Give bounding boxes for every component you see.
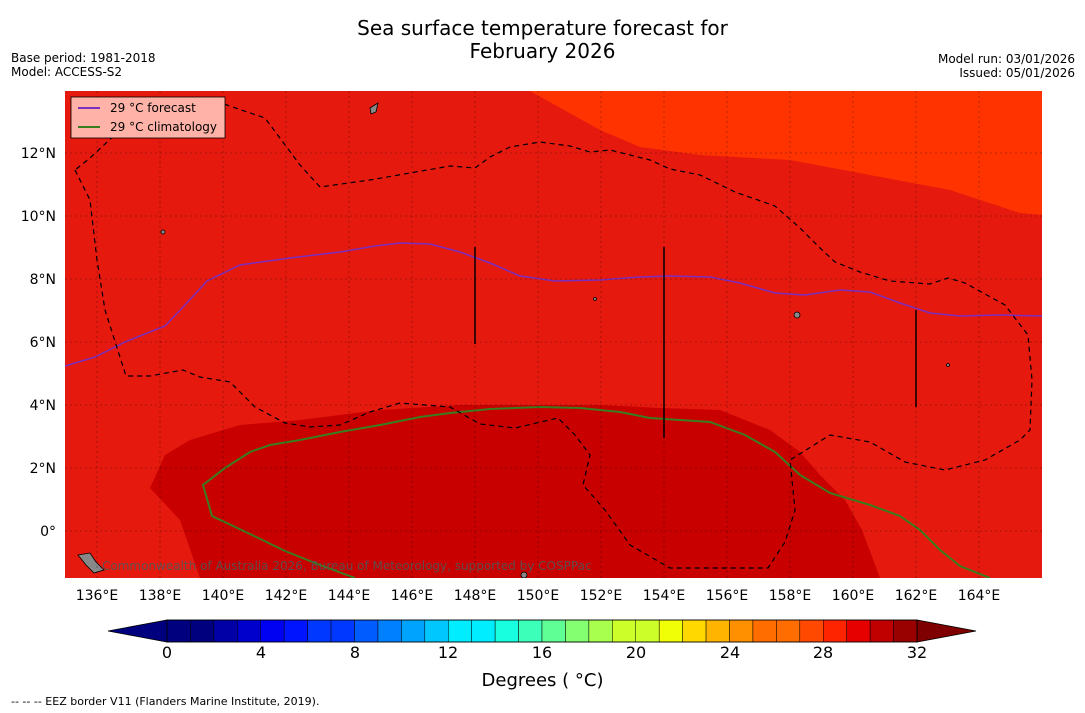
lat-tick: 12°N <box>21 146 56 162</box>
colorbar-tick: 8 <box>350 643 360 662</box>
colorbar <box>107 619 977 643</box>
colorbar-tick: 12 <box>438 643 458 662</box>
colorbar-tick: 24 <box>720 643 740 662</box>
legend-label-forecast: 29 °C forecast <box>110 101 196 115</box>
colorbar-label: Degrees ( °C) <box>481 670 604 691</box>
colorbar-cell <box>588 619 613 643</box>
colorbar-tick: 0 <box>162 643 172 662</box>
lat-tick: 6°N <box>30 335 56 351</box>
lon-tick: 162°E <box>895 588 938 604</box>
colorbar-cell <box>166 619 191 643</box>
islands <box>77 102 950 578</box>
colorbar-tick: 4 <box>256 643 266 662</box>
grid-lines <box>65 91 1042 578</box>
colorbar-tick: 32 <box>907 643 927 662</box>
lon-tick: 160°E <box>832 588 875 604</box>
colorbar-cell <box>471 619 496 643</box>
temp-region-27-28 <box>530 91 1042 215</box>
colorbar-cell <box>283 619 308 643</box>
lon-tick: 154°E <box>643 588 686 604</box>
colorbar-cell <box>752 619 777 643</box>
colorbar-cell <box>494 619 519 643</box>
lon-tick: 158°E <box>769 588 812 604</box>
eez-borders <box>74 100 1033 569</box>
forecast-29c-contour <box>65 242 1042 367</box>
colorbar-cell <box>541 619 566 643</box>
model-run: Model run: 03/01/2026 <box>937 52 1075 66</box>
issued-date: Issued: 05/01/2026 <box>959 66 1075 80</box>
colorbar-cell <box>658 619 683 643</box>
colorbar-cell <box>799 619 824 643</box>
lon-tick: 138°E <box>139 588 182 604</box>
map-attribution: Commonwealth of Australia 2026, Bureau o… <box>102 559 592 573</box>
colorbar-cell <box>237 619 261 643</box>
colorbar-tick: 16 <box>532 643 552 662</box>
colorbar-cell <box>823 619 847 643</box>
colorbar-cell <box>612 619 636 643</box>
colorbar-cell <box>448 619 472 643</box>
map-fill <box>65 91 1042 578</box>
colorbar-cell <box>401 619 426 643</box>
colorbar-cell <box>424 619 449 643</box>
lon-tick: 148°E <box>454 588 497 604</box>
colorbar-cell <box>893 619 918 643</box>
colorbar-ticks: 0 4 8 12 16 20 24 28 32 <box>162 643 927 662</box>
colorbar-tick: 20 <box>626 643 646 662</box>
lat-tick: 0° <box>40 524 56 540</box>
colorbar-cell <box>635 619 660 643</box>
lon-tick: 156°E <box>706 588 749 604</box>
lon-tick: 144°E <box>328 588 371 604</box>
colorbar-cell <box>330 619 355 643</box>
colorbar-cell <box>776 619 801 643</box>
colorbar-cell <box>682 619 707 643</box>
base-period: Base period: 1981-2018 <box>11 51 156 65</box>
lat-tick: 10°N <box>21 209 56 225</box>
map-vertical-lines <box>474 247 917 438</box>
temp-region-29-30 <box>150 405 880 578</box>
colorbar-min-arrow <box>107 619 168 643</box>
lat-tick: 2°N <box>30 461 56 477</box>
lon-tick: 146°E <box>391 588 434 604</box>
colorbar-cell <box>190 619 215 643</box>
colorbar-tick: 28 <box>813 643 833 662</box>
latitude-ticks: 12°N 10°N 8°N 6°N 4°N 2°N 0° <box>21 146 56 540</box>
lat-tick: 4°N <box>30 398 56 414</box>
colorbar-cell <box>518 619 543 643</box>
lon-tick: 140°E <box>202 588 245 604</box>
lon-tick: 152°E <box>580 588 623 604</box>
lon-tick: 150°E <box>517 588 560 604</box>
colorbar-cell <box>307 619 332 643</box>
colorbar-cell <box>729 619 754 643</box>
lat-tick: 8°N <box>30 272 56 288</box>
climatology-29c-contour <box>201 405 991 578</box>
eez-footnote: -- -- -- EEZ border V11 (Flanders Marine… <box>11 695 320 708</box>
lon-tick: 136°E <box>76 588 119 604</box>
colorbar-cell <box>260 619 285 643</box>
colorbar-cell <box>869 619 894 643</box>
model-name: Model: ACCESS-S2 <box>11 65 123 79</box>
colorbar-cell <box>213 619 238 643</box>
colorbar-cell <box>565 619 590 643</box>
colorbar-cell <box>354 619 379 643</box>
colorbar-max-arrow <box>916 619 977 643</box>
map-legend: 29 °C forecast 29 °C climatology <box>70 96 226 139</box>
colorbar-cell <box>846 619 871 643</box>
chart-title-line2: February 2026 <box>469 39 616 63</box>
lon-tick: 142°E <box>265 588 308 604</box>
lon-tick: 164°E <box>958 588 1001 604</box>
colorbar-cell <box>377 619 402 643</box>
legend-label-climatology: 29 °C climatology <box>110 120 217 134</box>
longitude-ticks: 136°E 138°E 140°E 142°E 144°E 146°E 148°… <box>76 588 1001 604</box>
chart-title-line1: Sea surface temperature forecast for <box>357 16 728 40</box>
colorbar-cell <box>705 619 730 643</box>
